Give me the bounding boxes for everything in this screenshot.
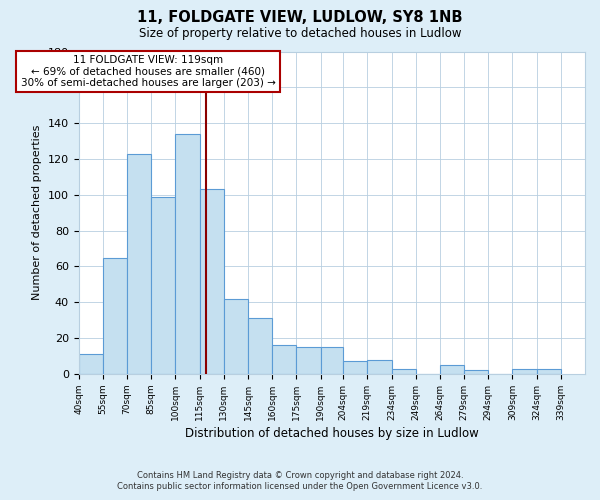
Text: 11, FOLDGATE VIEW, LUDLOW, SY8 1NB: 11, FOLDGATE VIEW, LUDLOW, SY8 1NB xyxy=(137,10,463,25)
Bar xyxy=(127,154,151,374)
Text: 11 FOLDGATE VIEW: 119sqm
← 69% of detached houses are smaller (460)
30% of semi-: 11 FOLDGATE VIEW: 119sqm ← 69% of detach… xyxy=(20,55,275,88)
X-axis label: Distribution of detached houses by size in Ludlow: Distribution of detached houses by size … xyxy=(185,427,479,440)
Text: Size of property relative to detached houses in Ludlow: Size of property relative to detached ho… xyxy=(139,28,461,40)
Bar xyxy=(248,318,272,374)
Text: Contains public sector information licensed under the Open Government Licence v3: Contains public sector information licen… xyxy=(118,482,482,491)
Bar xyxy=(392,368,416,374)
Y-axis label: Number of detached properties: Number of detached properties xyxy=(32,125,43,300)
Bar xyxy=(440,365,464,374)
Bar xyxy=(200,190,224,374)
Bar xyxy=(536,368,561,374)
Bar xyxy=(151,196,175,374)
Text: Contains HM Land Registry data © Crown copyright and database right 2024.: Contains HM Land Registry data © Crown c… xyxy=(137,471,463,480)
Bar xyxy=(103,258,127,374)
Bar xyxy=(79,354,103,374)
Bar xyxy=(367,360,392,374)
Bar xyxy=(512,368,536,374)
Bar xyxy=(224,298,248,374)
Bar xyxy=(296,347,320,374)
Bar xyxy=(464,370,488,374)
Bar xyxy=(320,347,343,374)
Bar xyxy=(343,362,367,374)
Bar xyxy=(175,134,200,374)
Bar xyxy=(272,346,296,374)
